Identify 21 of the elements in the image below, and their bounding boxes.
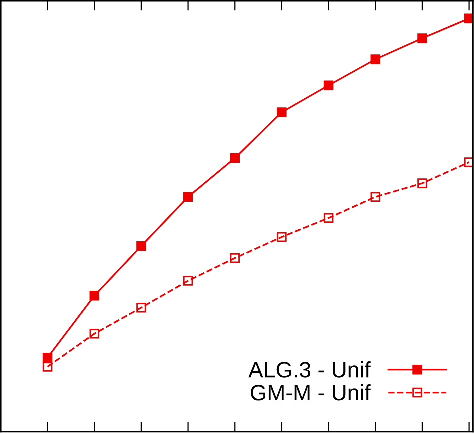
point bbox=[464, 158, 474, 168]
point bbox=[370, 54, 380, 64]
point bbox=[277, 108, 287, 118]
point bbox=[90, 291, 100, 301]
point bbox=[370, 192, 380, 202]
point bbox=[277, 232, 287, 242]
legend-label: ALG.3 - Unif bbox=[248, 362, 371, 378]
point bbox=[136, 303, 146, 313]
legend-label: GM-M - Unif bbox=[250, 384, 371, 401]
point bbox=[324, 213, 334, 224]
point bbox=[418, 178, 428, 188]
point bbox=[230, 253, 240, 264]
point bbox=[42, 353, 53, 363]
point bbox=[183, 276, 194, 286]
point bbox=[90, 329, 100, 339]
point bbox=[230, 153, 240, 164]
point bbox=[418, 34, 428, 44]
point bbox=[136, 241, 146, 252]
point bbox=[183, 192, 194, 202]
point bbox=[324, 80, 334, 90]
point bbox=[42, 362, 53, 372]
